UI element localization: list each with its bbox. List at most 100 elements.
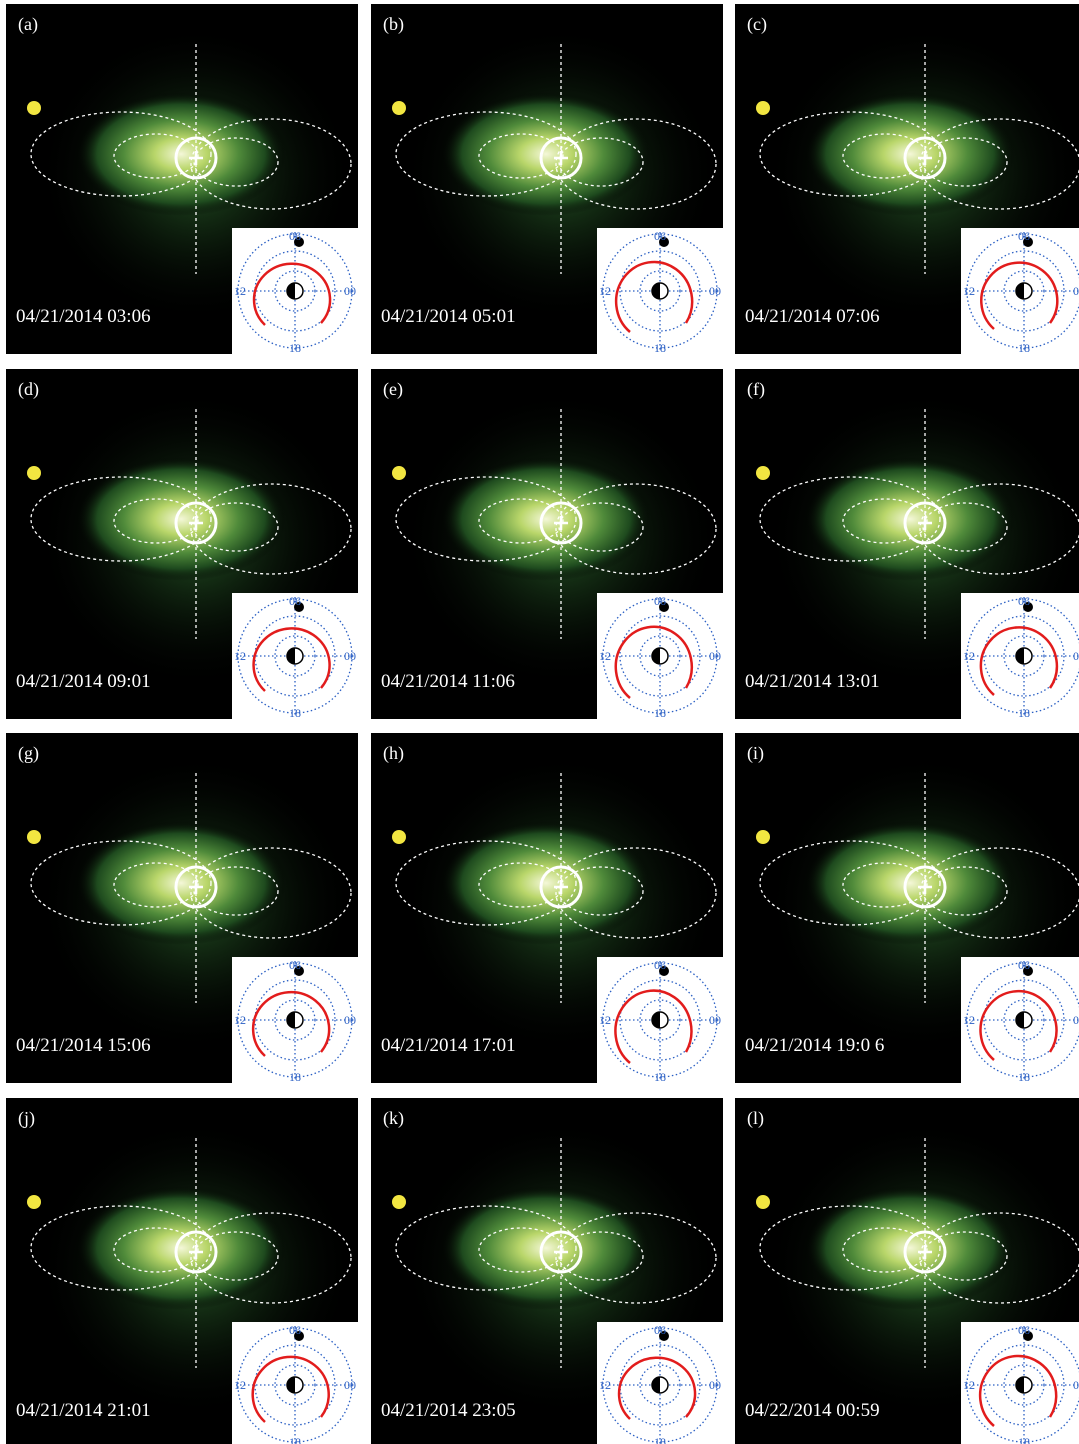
inset-label: 00: [709, 284, 721, 298]
sun-marker: [27, 101, 41, 115]
inset-label: 12: [234, 284, 246, 298]
inset-label: 00: [344, 1013, 356, 1027]
panel-label: (l): [747, 1108, 764, 1129]
inset-label: 00: [1073, 1013, 1079, 1027]
timestamp: 04/21/2014 13:01: [745, 671, 880, 692]
figure: (a)04/21/2014 03:0606120018 (b) 04/21/2014…: [0, 0, 1079, 1444]
timestamp: 04/21/2014 07:06: [745, 306, 880, 327]
inset-label: 18: [1018, 341, 1030, 355]
sun-marker: [27, 1195, 41, 1209]
inset-label: 18: [654, 1435, 666, 1444]
panel-label: (e): [383, 379, 403, 400]
panel: (g) 04/21/2014 15:06 06 12 00 18: [6, 733, 358, 1084]
timestamp: 04/21/2014 09:01: [16, 671, 151, 692]
inset-label: 00: [1073, 1378, 1079, 1392]
inset-label: 06: [1018, 594, 1030, 608]
inset-label: 00: [709, 1378, 721, 1392]
panel: (l) 04/22/2014 00:59 06 12 00 18: [735, 1098, 1079, 1444]
inset-label: 18: [289, 1070, 301, 1084]
inset-label: 06: [289, 1323, 301, 1337]
inset-label: 18: [1018, 706, 1030, 720]
emission-glow: [441, 1186, 651, 1310]
panel-label: (k): [383, 1108, 404, 1129]
panel-label: (j): [18, 1108, 35, 1129]
inset-label: 18: [654, 706, 666, 720]
timestamp: 04/21/2014 17:01: [381, 1035, 516, 1056]
timestamp: 04/21/2014 21:01: [16, 1400, 151, 1421]
panel-label: (h): [383, 743, 404, 764]
inset-label: 06: [654, 958, 666, 972]
inset-label: 06: [1018, 1323, 1030, 1337]
emission-glow: [76, 821, 286, 945]
inset-label: 00: [1073, 284, 1079, 298]
sun-marker: [392, 101, 406, 115]
inset-label: 00: [344, 1378, 356, 1392]
panel-label: (a): [18, 14, 38, 35]
panel: (k) 04/21/2014 23:05 06 12 00 18: [371, 1098, 723, 1444]
inset-label: 12: [963, 1378, 975, 1392]
emission-glow: [805, 1186, 1015, 1310]
panel-label: (f): [747, 379, 765, 400]
sun-marker: [392, 466, 406, 480]
sun-marker: [27, 830, 41, 844]
inset-label: 12: [234, 649, 246, 663]
emission-glow: [441, 92, 651, 216]
panel-label: (c): [747, 14, 767, 35]
timestamp: 04/21/2014 19:0 6: [745, 1035, 884, 1056]
inset-label: 06: [289, 958, 301, 972]
inset-label: 18: [289, 341, 301, 355]
inset-label: 00: [1073, 649, 1079, 663]
inset-label: 12: [599, 1013, 611, 1027]
inset-label: 06: [654, 1323, 666, 1337]
sun-marker: [756, 830, 770, 844]
inset-label: 06: [289, 594, 301, 608]
inset-label: 18: [654, 341, 666, 355]
inset-label: 06: [654, 594, 666, 608]
sun-marker: [756, 1195, 770, 1209]
timestamp: 04/22/2014 00:59: [745, 1400, 880, 1421]
timestamp: 04/21/2014 15:06: [16, 1035, 151, 1056]
inset-label: 06: [654, 229, 666, 243]
panel: (f) 04/21/2014 13:01 06 12 00 18: [735, 369, 1079, 720]
inset-label: 12: [963, 284, 975, 298]
inset-label: 12: [599, 284, 611, 298]
inset-label: 00: [709, 1013, 721, 1027]
panel-label: (d): [18, 379, 39, 400]
inset-label: 12: [234, 1013, 246, 1027]
emission-glow: [805, 457, 1015, 581]
panel: (c)04/21/2014 07:0606120018: [735, 4, 1079, 355]
sun-marker: [756, 101, 770, 115]
panel: (j) 04/21/2014 21:01 06 12 00 18: [6, 1098, 358, 1444]
emission-glow: [76, 457, 286, 581]
inset-label: 18: [289, 1435, 301, 1444]
emission-glow: [76, 1186, 286, 1310]
timestamp: 04/21/2014 05:01: [381, 306, 516, 327]
inset-label: 18: [1018, 1435, 1030, 1444]
panel: (h) 04/21/2014 17:01 06 12 00 18: [371, 733, 723, 1084]
sun-marker: [27, 466, 41, 480]
inset-label: 18: [289, 706, 301, 720]
inset-label: 00: [344, 649, 356, 663]
inset-label: 12: [599, 649, 611, 663]
sun-marker: [392, 1195, 406, 1209]
emission-glow: [441, 457, 651, 581]
inset-label: 12: [599, 1378, 611, 1392]
panel-label: (b): [383, 14, 404, 35]
inset-label: 12: [963, 649, 975, 663]
panel-label: (i): [747, 743, 764, 764]
inset-label: 12: [963, 1013, 975, 1027]
timestamp: 04/21/2014 23:05: [381, 1400, 516, 1421]
emission-glow: [805, 92, 1015, 216]
panel: (d) 04/21/2014 09:01 06 12 00 18: [6, 369, 358, 720]
emission-glow: [76, 92, 286, 216]
sun-marker: [756, 466, 770, 480]
emission-glow: [441, 821, 651, 945]
inset-label: 18: [654, 1070, 666, 1084]
inset-label: 12: [234, 1378, 246, 1392]
panel-label: (g): [18, 743, 39, 764]
inset-label: 06: [1018, 958, 1030, 972]
timestamp: 04/21/2014 11:06: [381, 671, 515, 692]
